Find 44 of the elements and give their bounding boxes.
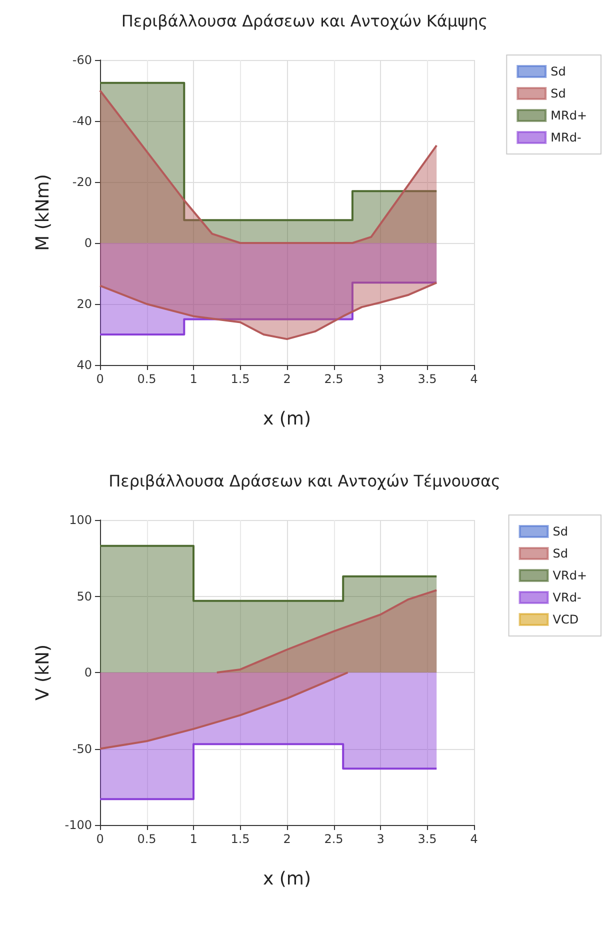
y-tick-label: -60	[72, 53, 92, 67]
chart-title: Περιβάλλουσα Δράσεων και Αντοχών Κάμψης	[121, 12, 488, 30]
legend-label: VRd-	[552, 590, 582, 604]
x-axis-title: x (m)	[263, 408, 311, 430]
y-tick-label: -50	[72, 742, 92, 756]
y-tick-label: 50	[76, 589, 92, 604]
y-tick-label: 100	[69, 513, 92, 527]
y-tick-label: -20	[72, 175, 92, 189]
legend-label: Sd	[552, 546, 568, 560]
x-tick-label: 0	[96, 372, 104, 386]
x-tick-label: 1	[190, 372, 198, 386]
y-tick-label: -100	[64, 818, 92, 832]
chart-title: Περιβάλλουσα Δράσεων και Αντοχών Τέμνουσας	[108, 472, 500, 490]
x-tick-label: 2	[283, 832, 291, 846]
y-tick-label: 20	[76, 297, 92, 311]
x-tick-label: 1	[190, 832, 198, 846]
y-tick-label: 0	[84, 666, 92, 680]
x-tick-label: 4	[470, 372, 478, 386]
x-tick-label: 0.5	[137, 372, 156, 386]
y-axis-title: M (kNm)	[32, 174, 54, 251]
x-tick-label: 4	[470, 832, 478, 846]
x-tick-label: 3	[376, 832, 384, 846]
x-tick-label: 3.5	[418, 372, 437, 386]
x-tick-label: 1.5	[230, 372, 250, 386]
legend-label: VRd+	[552, 568, 587, 582]
legend-label: Sd	[550, 86, 566, 100]
y-tick-label: 40	[76, 358, 92, 372]
x-tick-label: 2.5	[324, 372, 344, 386]
legend-label: Sd	[550, 64, 566, 78]
x-tick-label: 0	[96, 832, 104, 846]
legend-label: VCD	[552, 612, 579, 626]
legend-label: MRd-	[550, 130, 582, 144]
x-tick-label: 2	[283, 372, 291, 386]
x-tick-label: 1.5	[230, 832, 250, 846]
x-tick-label: 0.5	[137, 832, 156, 846]
x-tick-label: 3	[376, 372, 384, 386]
legend-label: Sd	[552, 524, 568, 538]
x-tick-label: 3.5	[418, 832, 437, 846]
y-axis-title: V (kN)	[32, 644, 54, 700]
x-tick-label: 2.5	[324, 832, 344, 846]
x-axis-title: x (m)	[263, 868, 311, 890]
y-tick-label: -40	[72, 114, 92, 128]
y-tick-label: 0	[84, 236, 92, 250]
legend-label: MRd+	[550, 108, 588, 122]
